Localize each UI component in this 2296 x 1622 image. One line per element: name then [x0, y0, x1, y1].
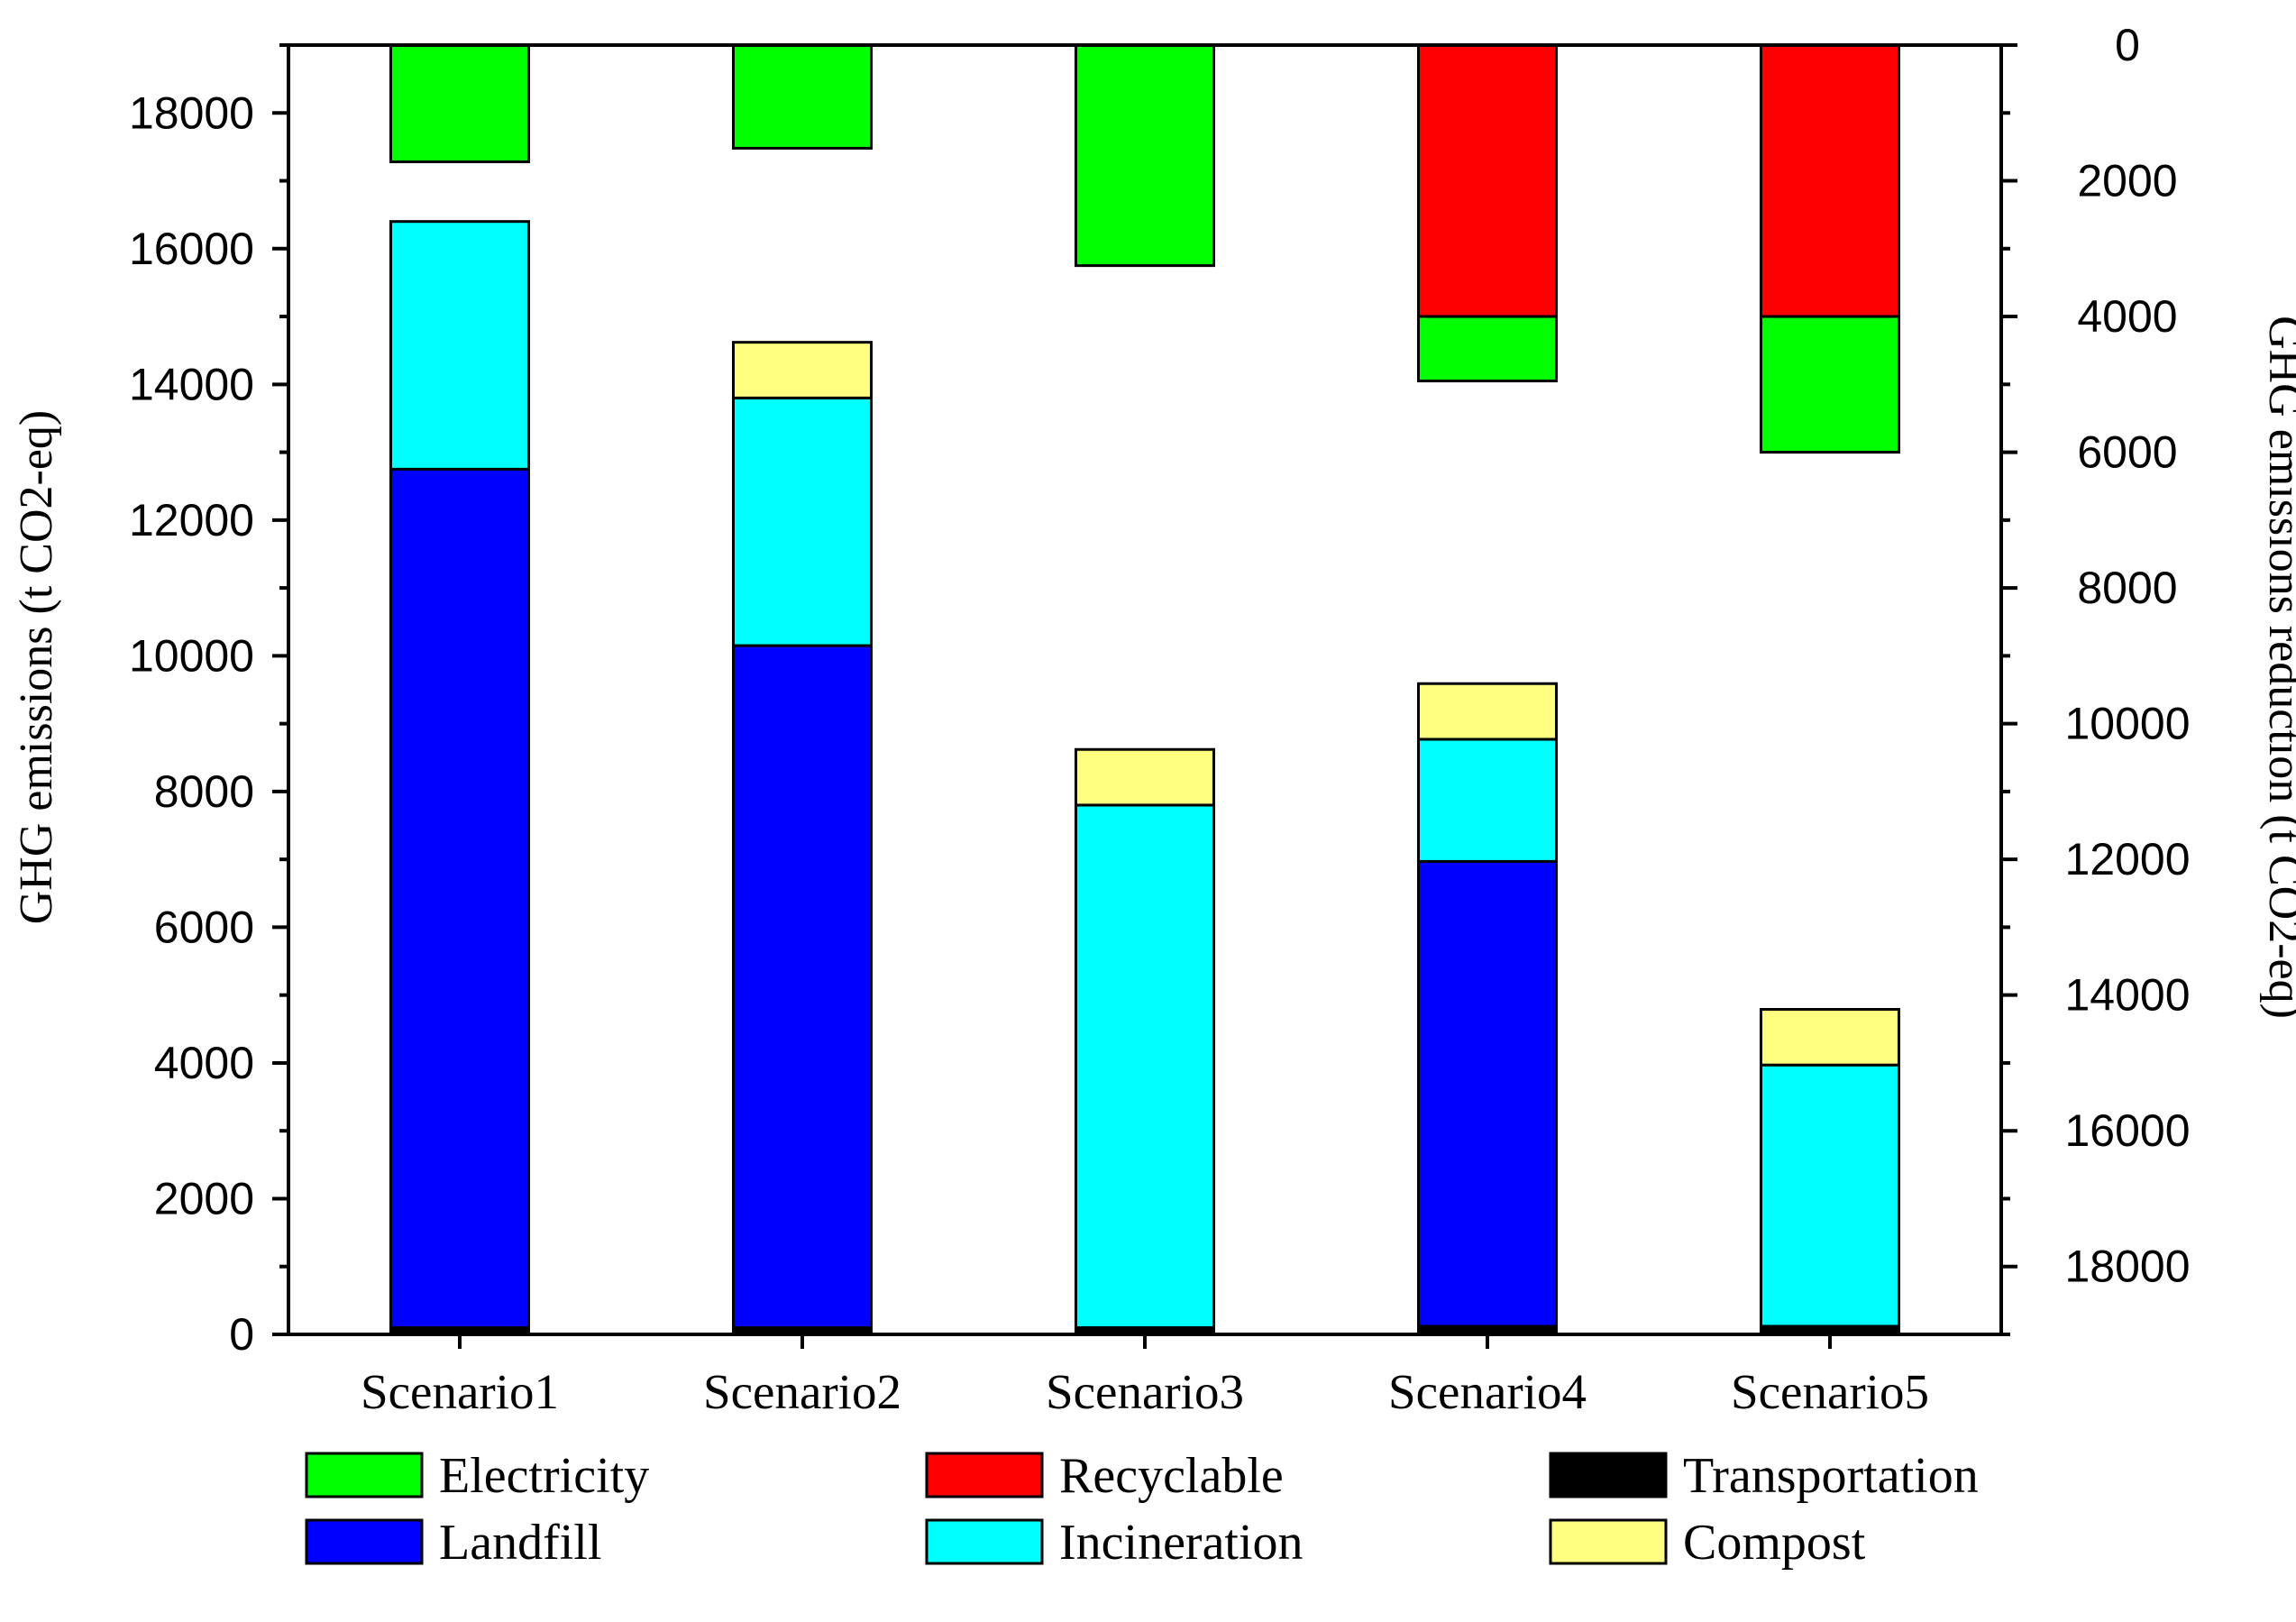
legend-swatch-incineration [925, 1518, 1044, 1565]
left-tick-label: 12000 [129, 495, 254, 545]
x-axis: Scenario1 Scenario2 Scenario3 Scenario4 Scen… [361, 1334, 1929, 1419]
right-axis: 0 2000 4000 6000 8000 10000 12000 14000 16000 180… [2001, 20, 2191, 1336]
legend-label-electricity: Electricity [439, 1448, 649, 1504]
legend-label-compost: Compost [1683, 1515, 1866, 1571]
bar-recyclable-scenario5 [1760, 43, 1900, 318]
legend-swatch-electricity [305, 1452, 424, 1498]
right-tick-label: 0 [2115, 20, 2140, 70]
bar-landfill-scenario2 [732, 644, 873, 1329]
bar-electricity-scenario3 [1075, 43, 1215, 268]
legend-swatch-recyclable [925, 1452, 1044, 1498]
legend-label-incineration: Incineration [1059, 1515, 1304, 1571]
left-tick-label: 18000 [129, 87, 254, 138]
bar-recyclable-scenario4 [1417, 43, 1558, 318]
left-tick-label: 10000 [129, 630, 254, 681]
bar-incineration-scenario1 [389, 220, 530, 471]
bar-landfill-scenario4 [1417, 859, 1558, 1328]
bar-electricity-scenario2 [732, 43, 873, 150]
right-tick-label: 12000 [2064, 834, 2190, 884]
bar-incineration-scenario4 [1417, 738, 1558, 863]
bar-incineration-scenario5 [1760, 1063, 1900, 1328]
legend-swatch-compost [1549, 1518, 1668, 1565]
bar-layer [389, 43, 1900, 1336]
legend: Electricity Recyclable Transportation Landf… [305, 1448, 1979, 1571]
left-tick-label: 6000 [154, 902, 254, 952]
bar-incineration-scenario3 [1075, 803, 1215, 1329]
left-axis: 0 2000 4000 6000 8000 10000 12000 14000 16000 180… [129, 43, 288, 1360]
bar-incineration-scenario2 [732, 396, 873, 647]
legend-label-recyclable: Recyclable [1059, 1448, 1284, 1504]
left-axis-title: GHG emissions (t CO2-eq) [11, 410, 62, 925]
legend-swatch-transportation [1549, 1452, 1668, 1498]
category-label: Scenario2 [703, 1364, 901, 1419]
bar-compost-scenario4 [1417, 682, 1558, 741]
legend-label-landfill: Landfill [439, 1515, 601, 1571]
left-tick-label: 8000 [154, 766, 254, 817]
category-label: Scenario5 [1731, 1364, 1929, 1419]
legend-label-transportation: Transportation [1683, 1448, 1979, 1504]
bar-compost-scenario5 [1760, 1007, 1900, 1067]
right-tick-label: 2000 [2077, 156, 2177, 206]
category-label: Scenario1 [361, 1364, 559, 1419]
left-tick-label: 16000 [129, 224, 254, 274]
left-tick-label: 14000 [129, 359, 254, 409]
left-tick-label: 0 [229, 1309, 254, 1360]
right-tick-label: 16000 [2064, 1105, 2190, 1156]
bar-electricity-scenario4 [1417, 315, 1558, 383]
right-tick-label: 10000 [2064, 699, 2190, 749]
bar-electricity-scenario5 [1760, 315, 1900, 454]
legend-swatch-landfill [305, 1518, 424, 1565]
bar-landfill-scenario1 [389, 467, 530, 1329]
bar-compost-scenario3 [1075, 747, 1215, 807]
right-tick-label: 18000 [2064, 1242, 2190, 1292]
right-axis-title: GHG emissions reduction (t CO2-eq) [2259, 316, 2296, 1019]
category-label: Scenario4 [1388, 1364, 1587, 1419]
right-tick-label: 14000 [2064, 970, 2190, 1021]
bar-compost-scenario2 [732, 341, 873, 399]
right-tick-label: 4000 [2077, 291, 2177, 342]
left-tick-label: 2000 [154, 1173, 254, 1223]
left-tick-label: 4000 [154, 1038, 254, 1088]
category-label: Scenario3 [1046, 1364, 1244, 1419]
right-tick-label: 6000 [2077, 427, 2177, 478]
bar-electricity-scenario1 [389, 43, 530, 163]
right-tick-label: 8000 [2077, 563, 2177, 613]
